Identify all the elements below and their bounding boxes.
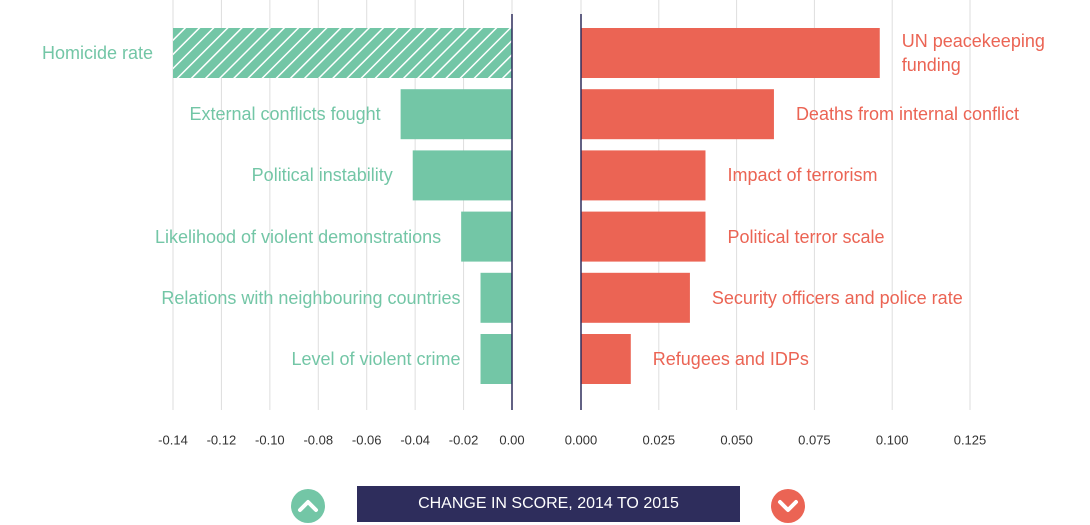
- x-tick-label: 0.050: [720, 432, 753, 447]
- bar: [581, 89, 774, 140]
- bar: [461, 211, 512, 262]
- x-tick-label: -0.10: [255, 432, 285, 447]
- bar: [412, 150, 512, 201]
- x-tick-label: -0.08: [303, 432, 333, 447]
- category-label: UN peacekeeping funding: [901, 31, 1045, 75]
- up-icon: [291, 489, 325, 523]
- x-tick-label: 0.075: [798, 432, 831, 447]
- down-arrow: [778, 500, 798, 512]
- bar: [581, 272, 690, 323]
- bar: [581, 211, 706, 262]
- x-tick-label: -0.04: [400, 432, 430, 447]
- x-tick-label: 0.000: [565, 432, 598, 447]
- down-icon: [771, 489, 805, 523]
- category-label: Likelihood of violent demonstrations: [154, 226, 442, 247]
- bars: [173, 28, 880, 384]
- bar: [480, 272, 512, 323]
- category-label: Deaths from internal conflict: [795, 104, 1020, 125]
- bar: [173, 28, 512, 78]
- x-tick-label: 0.125: [954, 432, 987, 447]
- category-label: Security officers and police rate: [711, 287, 963, 308]
- category-label: Level of violent crime: [291, 349, 461, 369]
- x-tick-label: -0.12: [207, 432, 237, 447]
- bar: [480, 334, 512, 384]
- category-label: Homicide rate: [41, 43, 153, 63]
- up-arrow: [298, 500, 318, 512]
- category-label: Refugees and IDPs: [652, 349, 809, 369]
- x-tick-label: -0.14: [158, 432, 188, 447]
- bar: [581, 150, 706, 201]
- x-tick-label: -0.06: [352, 432, 382, 447]
- category-label: External conflicts fought: [189, 104, 381, 125]
- x-tick-label: 0.025: [643, 432, 676, 447]
- bar: [400, 89, 512, 140]
- category-label: Political terror scale: [727, 226, 885, 247]
- category-label: Political instability: [251, 165, 393, 186]
- x-tick-label: 0.100: [876, 432, 909, 447]
- bar: [581, 28, 880, 78]
- x-axis-label: CHANGE IN SCORE, 2014 TO 2015: [357, 486, 740, 522]
- bar: [581, 334, 631, 384]
- x-tick-label: 0.00: [499, 432, 524, 447]
- category-label: Relations with neighbouring countries: [161, 287, 461, 308]
- x-tick-label: -0.02: [449, 432, 479, 447]
- category-label: Impact of terrorism: [727, 165, 878, 186]
